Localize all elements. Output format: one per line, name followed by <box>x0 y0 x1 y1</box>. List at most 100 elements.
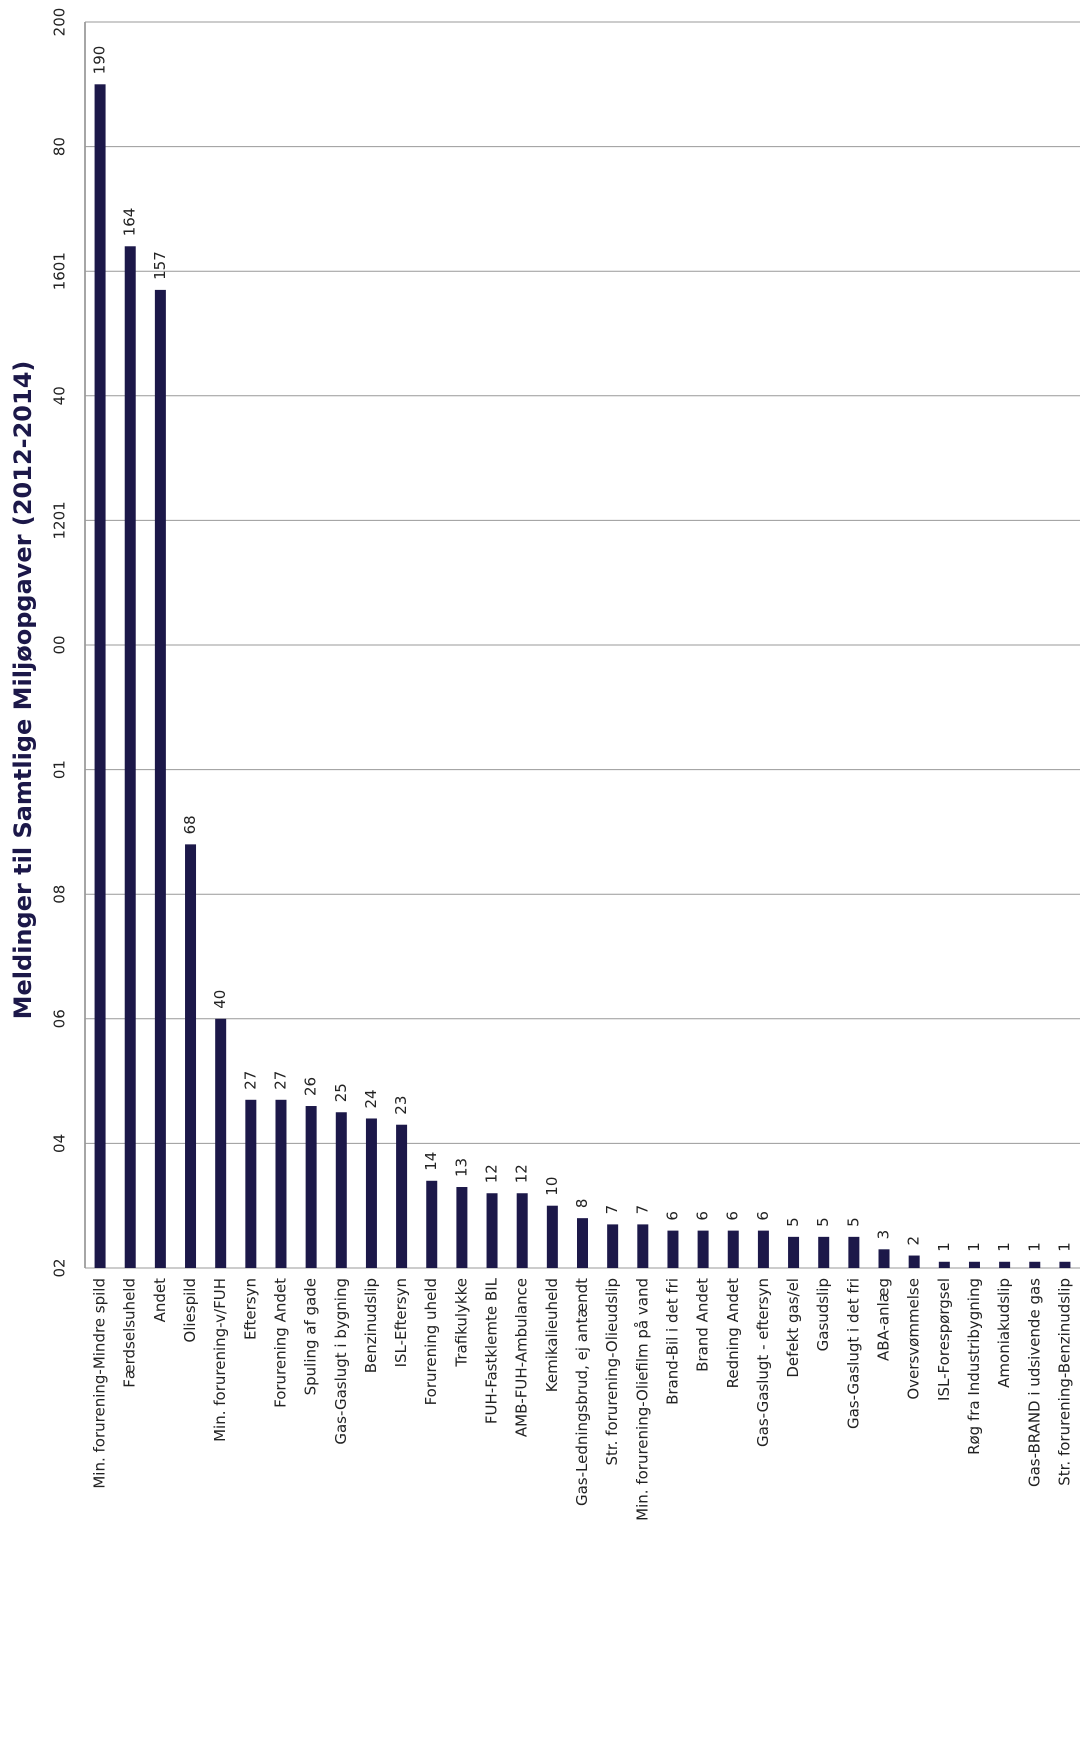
y-tick-label: 06 <box>51 1009 69 1028</box>
value-label: 25 <box>332 1083 350 1102</box>
x-tick-label: ABA-anlæg <box>875 1278 893 1361</box>
bar <box>456 1187 468 1268</box>
x-tick-label: Min. forurening-Oliefilm på vand <box>633 1278 651 1521</box>
bar <box>154 289 166 1268</box>
y-tick-label: 80 <box>51 137 69 156</box>
bar <box>727 1230 739 1268</box>
x-tick-label: Oliespild <box>181 1278 199 1343</box>
x-tick-label: Andet <box>151 1278 169 1323</box>
value-label: 40 <box>211 990 229 1009</box>
bar <box>546 1205 558 1268</box>
value-label: 5 <box>844 1217 862 1227</box>
bar <box>938 1261 950 1268</box>
value-label: 5 <box>784 1217 802 1227</box>
bar <box>818 1236 830 1268</box>
bar <box>1059 1261 1071 1268</box>
x-tick-label: ISL-Forespørgsel <box>935 1278 953 1401</box>
x-tick-label: Trafikulykke <box>452 1278 470 1368</box>
value-label: 6 <box>663 1211 681 1221</box>
x-tick-label: AMB-FUH-Ambulance <box>513 1278 531 1437</box>
y-tick-label: 02 <box>51 1258 69 1277</box>
x-tick-label: Gas-Ledningsbrud, ej antændt <box>573 1278 591 1506</box>
bar <box>275 1099 287 1268</box>
x-tick-label: Røg fra Industribygning <box>965 1278 983 1455</box>
value-label: 1 <box>1055 1242 1073 1252</box>
bar <box>788 1236 800 1268</box>
bar <box>396 1124 408 1268</box>
x-tick-label: Gasudslip <box>814 1278 832 1351</box>
value-label: 26 <box>302 1077 320 1096</box>
value-label: 6 <box>754 1211 772 1221</box>
y-tick-label: 40 <box>51 386 69 405</box>
value-label: 164 <box>121 208 139 237</box>
bar <box>757 1230 769 1268</box>
bar <box>1029 1261 1041 1268</box>
bar <box>94 84 106 1268</box>
y-tick-label: 08 <box>51 885 69 904</box>
bar <box>215 1018 227 1268</box>
bar <box>305 1106 317 1268</box>
value-label: 157 <box>151 251 169 280</box>
value-label: 5 <box>814 1217 832 1227</box>
x-tick-label: Min. forurening-v/FUH <box>211 1278 229 1442</box>
value-label: 27 <box>241 1071 259 1090</box>
bar <box>848 1236 860 1268</box>
x-tick-label: FUH-Fastklemte BIL <box>483 1277 501 1424</box>
value-label: 13 <box>452 1158 470 1177</box>
x-tick-label: Gas-Gaslugt i det fri <box>844 1278 862 1429</box>
x-tick-label: Oversvømmelse <box>905 1278 923 1400</box>
value-label: 68 <box>181 815 199 834</box>
x-tick-label: Gas-Gaslugt i bygning <box>332 1278 350 1445</box>
x-tick-label: Amoniakudslip <box>995 1278 1013 1388</box>
value-label: 7 <box>633 1205 651 1215</box>
bar <box>124 246 136 1268</box>
value-label: 12 <box>513 1164 531 1183</box>
chart-title: Meldinger til Samtlige Miljøopgaver (201… <box>9 361 37 1020</box>
value-label: 12 <box>483 1164 501 1183</box>
value-label: 1 <box>995 1242 1013 1252</box>
y-tick-label: 01 <box>51 760 69 779</box>
value-label: 14 <box>422 1152 440 1171</box>
bar <box>667 1230 679 1268</box>
x-tick-label: Str. forurening-Olieudslip <box>603 1278 621 1466</box>
x-tick-label: Benzinudslip <box>362 1278 380 1373</box>
x-tick-label: Brand Andet <box>694 1278 712 1372</box>
y-tick-label: 1201 <box>51 501 69 539</box>
bar <box>365 1118 377 1268</box>
value-label: 1 <box>935 1242 953 1252</box>
value-label: 3 <box>875 1230 893 1240</box>
bar <box>607 1224 619 1268</box>
x-tick-label: ISL-Eftersyn <box>392 1278 410 1367</box>
x-tick-label: Min. forurening-Mindre spild <box>91 1278 109 1489</box>
bar <box>577 1218 588 1268</box>
bar <box>697 1230 709 1268</box>
bar <box>878 1249 890 1268</box>
value-label: 8 <box>573 1199 591 1209</box>
y-tick-label: 04 <box>51 1134 69 1153</box>
x-tick-label: Brand-Bil i det fri <box>663 1278 681 1405</box>
x-tick-label: Færdselsuheld <box>121 1278 139 1388</box>
bar <box>516 1193 528 1268</box>
value-label: 24 <box>362 1089 380 1108</box>
value-label: 10 <box>543 1177 561 1196</box>
bar <box>335 1112 347 1268</box>
x-tick-label: Gas-BRAND i udsivende gas <box>1025 1278 1043 1487</box>
bar <box>185 844 197 1268</box>
value-label: 1 <box>1025 1242 1043 1252</box>
y-tick-label: 200 <box>51 8 69 37</box>
x-tick-label: Gas-Gaslugt - eftersyn <box>754 1278 772 1447</box>
value-label: 1 <box>965 1242 983 1252</box>
x-tick-label: Forurening uheld <box>422 1278 440 1405</box>
x-tick-label: Eftersyn <box>241 1278 259 1340</box>
x-tick-label: Forurening Andet <box>271 1278 289 1408</box>
bar <box>908 1255 920 1268</box>
bar <box>637 1224 649 1268</box>
y-tick-label: 1601 <box>51 252 69 290</box>
y-tick-label: 00 <box>51 635 69 654</box>
bar <box>486 1193 498 1268</box>
value-label: 6 <box>724 1211 742 1221</box>
x-tick-label: Defekt gas/el <box>784 1278 802 1378</box>
bar <box>999 1261 1011 1268</box>
